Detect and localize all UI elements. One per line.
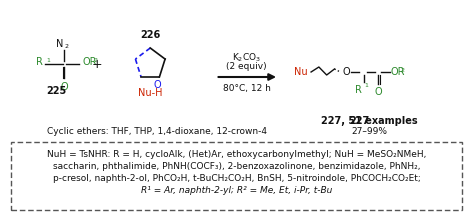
Text: 225: 225	[46, 86, 67, 96]
Text: Cyclic ethers: THF, THP, 1,4-dioxane, 12-crown-4: Cyclic ethers: THF, THP, 1,4-dioxane, 12…	[47, 127, 267, 136]
Text: O: O	[374, 87, 382, 97]
Text: R: R	[355, 85, 362, 95]
Text: O: O	[61, 82, 68, 92]
Text: 226: 226	[140, 30, 160, 40]
Text: O: O	[154, 80, 161, 90]
Text: p-cresol, naphth-2-ol, PhCO₂H, t-BuCH₂CO₂H, BnSH, 5-nitroindole, PhCOCH₂CO₂Et;: p-cresol, naphth-2-ol, PhCO₂H, t-BuCH₂CO…	[53, 174, 421, 183]
Text: 2: 2	[401, 67, 405, 73]
Text: NuH = TsNHR: R = H, cycloAlk, (Het)Ar, ethoxycarbonylmethyl; NuH = MeSO₂NMeH,: NuH = TsNHR: R = H, cycloAlk, (Het)Ar, e…	[47, 150, 427, 159]
Text: Nu-H: Nu-H	[138, 88, 163, 98]
Text: OR: OR	[82, 57, 97, 67]
Text: +: +	[91, 57, 102, 71]
Text: saccharin, phthalimide, PhNH(COCF₃), 2-benzoxazolinone, benzimidazole, PhNH₂,: saccharin, phthalimide, PhNH(COCF₃), 2-b…	[53, 162, 421, 171]
Text: 227, 51 examples: 227, 51 examples	[321, 116, 418, 126]
Text: 1: 1	[365, 83, 369, 88]
Text: K$_2$CO$_3$: K$_2$CO$_3$	[232, 52, 261, 64]
Text: 2: 2	[94, 57, 98, 63]
Text: N: N	[56, 39, 64, 49]
Text: Nu: Nu	[293, 67, 307, 77]
Text: 227: 227	[349, 116, 369, 126]
Text: (2 equiv): (2 equiv)	[227, 62, 267, 71]
Text: R: R	[36, 57, 43, 67]
Text: 2: 2	[64, 44, 68, 49]
Text: O: O	[342, 67, 350, 77]
Text: 1: 1	[46, 57, 50, 63]
Text: R¹ = Ar, naphth-2-yl; R² = Me, Et, i-Pr, t-Bu: R¹ = Ar, naphth-2-yl; R² = Me, Et, i-Pr,…	[141, 186, 333, 195]
Text: 80°C, 12 h: 80°C, 12 h	[223, 84, 271, 93]
Text: OR: OR	[391, 67, 405, 77]
Text: 27–99%: 27–99%	[352, 127, 388, 136]
